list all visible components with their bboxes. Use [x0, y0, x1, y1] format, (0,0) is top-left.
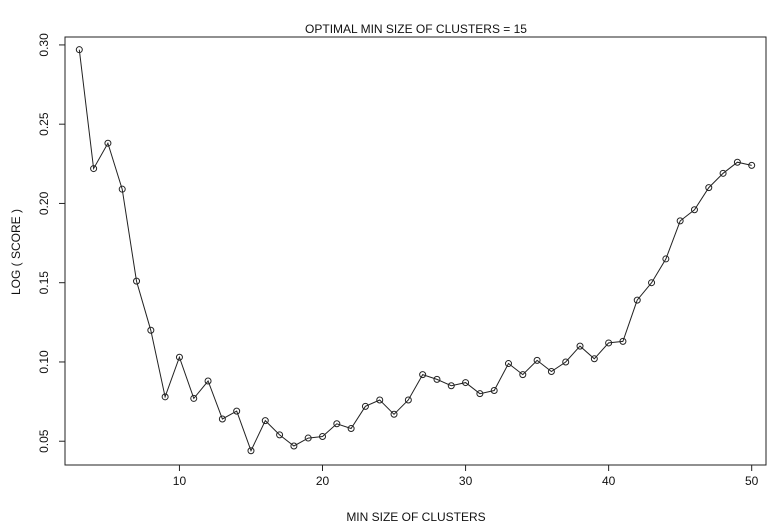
- x-tick-label: 40: [602, 474, 616, 488]
- data-point: [733, 158, 741, 166]
- data-point: [490, 386, 498, 394]
- data-point: [261, 417, 269, 425]
- data-point: [104, 139, 112, 147]
- data-point: [233, 407, 241, 415]
- data-point: [690, 206, 698, 214]
- x-tick-label: 10: [173, 474, 187, 488]
- data-point: [476, 390, 484, 398]
- data-point: [276, 431, 284, 439]
- data-point: [218, 415, 226, 423]
- data-point: [161, 393, 169, 401]
- x-axis-label: MIN SIZE OF CLUSTERS: [346, 510, 485, 524]
- series-line: [78, 49, 752, 452]
- data-point: [419, 371, 427, 379]
- data-points: [75, 46, 756, 455]
- data-point: [204, 377, 212, 385]
- data-point: [319, 432, 327, 440]
- data-point: [290, 442, 298, 450]
- data-point: [462, 379, 470, 387]
- y-tick-label: 0.25: [37, 112, 51, 136]
- data-point: [147, 326, 155, 334]
- data-point: [404, 396, 412, 404]
- data-point: [247, 447, 255, 455]
- data-point: [533, 356, 541, 364]
- data-point: [676, 217, 684, 225]
- data-point: [605, 339, 613, 347]
- data-point: [333, 420, 341, 428]
- data-point: [562, 358, 570, 366]
- data-point: [376, 396, 384, 404]
- data-point: [90, 165, 98, 173]
- data-point: [619, 337, 627, 345]
- y-axis-label: LOG ( SCORE ): [9, 209, 23, 295]
- data-point: [504, 360, 512, 368]
- plot-frame: [64, 36, 767, 466]
- x-tick-label: 20: [316, 474, 330, 488]
- data-point: [748, 161, 756, 169]
- y-tick-label: 0.20: [37, 191, 51, 215]
- data-point: [590, 355, 598, 363]
- data-point: [390, 410, 398, 418]
- chart-title: OPTIMAL MIN SIZE OF CLUSTERS = 15: [305, 22, 527, 36]
- data-point: [133, 277, 141, 285]
- y-axis: 0.05 0.10 0.15 0.20 0.25 0.30: [37, 33, 65, 453]
- data-point: [190, 394, 198, 402]
- y-tick-label: 0.30: [37, 33, 51, 57]
- data-point: [705, 184, 713, 192]
- data-point: [633, 296, 641, 304]
- data-point: [576, 342, 584, 350]
- data-point: [75, 46, 83, 54]
- y-tick-label: 0.05: [37, 429, 51, 453]
- data-point: [361, 402, 369, 410]
- x-axis: 10 20 30 40 50: [173, 465, 759, 488]
- data-point: [719, 169, 727, 177]
- data-point: [347, 425, 355, 433]
- data-point: [118, 185, 126, 193]
- data-point: [547, 367, 555, 375]
- x-tick-label: 50: [745, 474, 759, 488]
- data-point: [433, 375, 441, 383]
- data-point: [304, 434, 312, 442]
- data-point: [519, 371, 527, 379]
- data-point: [648, 279, 656, 287]
- data-point: [175, 353, 183, 361]
- y-tick-label: 0.15: [37, 271, 51, 295]
- y-tick-label: 0.10: [37, 350, 51, 374]
- data-point: [447, 382, 455, 390]
- data-point: [662, 255, 670, 263]
- x-tick-label: 30: [459, 474, 473, 488]
